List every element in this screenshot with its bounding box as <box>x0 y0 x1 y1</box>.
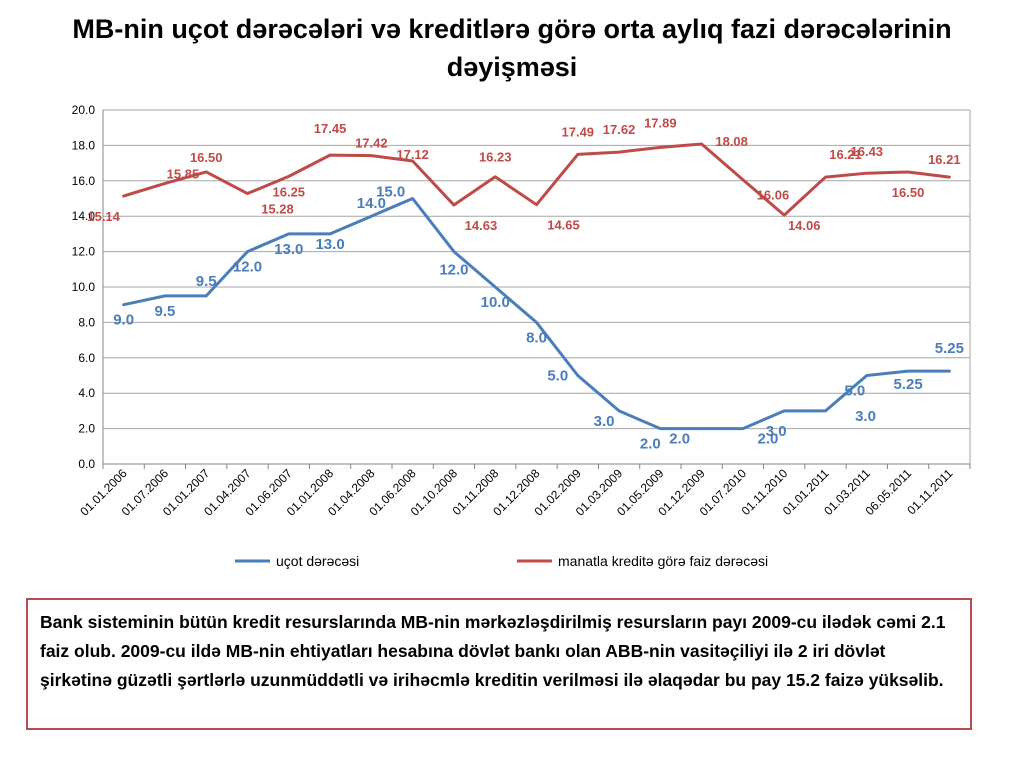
y-tick-label: 0.0 <box>78 457 95 471</box>
line-chart: 0.0 2.0 4.0 6.0 8.0 10.0 12.0 14.0 16.0 18.0 20.0 0… <box>72 103 971 569</box>
data-label: 2.0 <box>669 431 690 448</box>
data-label: 2.0 <box>757 431 778 448</box>
data-label: 9.0 <box>113 312 134 329</box>
data-label: 16.21 <box>829 147 862 162</box>
data-label: 12.0 <box>233 259 262 276</box>
y-tick-label: 16.0 <box>72 174 96 188</box>
data-label: 16.06 <box>757 188 790 203</box>
data-label: 15.85 <box>167 166 200 181</box>
data-label: 10.0 <box>481 294 510 311</box>
data-label: 17.12 <box>396 147 429 162</box>
data-label: 13.0 <box>315 236 344 253</box>
data-label: 17.42 <box>355 136 388 151</box>
data-label: 3.0 <box>594 413 615 430</box>
data-label: 15.28 <box>261 202 294 217</box>
y-tick-label: 8.0 <box>78 315 95 329</box>
data-label: 14.63 <box>465 218 498 233</box>
data-label: 9.5 <box>196 273 217 290</box>
y-tick-label: 10.0 <box>72 280 96 294</box>
info-note: Bank sisteminin bütün kredit resursların… <box>26 598 972 730</box>
data-label: 2.0 <box>640 436 661 453</box>
data-label: 15.14 <box>87 209 120 224</box>
chart-title: MB-nin uçot dərəcələri və kreditlərə gör… <box>72 14 952 82</box>
legend-label: uçot dərəcəsi <box>276 553 359 569</box>
y-tick-label: 2.0 <box>78 422 95 436</box>
data-label: 3.0 <box>766 423 787 440</box>
data-label: 13.0 <box>274 241 303 258</box>
data-label: 16.50 <box>892 185 925 200</box>
series-line-uchot <box>122 197 951 431</box>
data-label: 18.08 <box>715 134 748 149</box>
data-label: 17.49 <box>562 124 595 139</box>
data-label: 16.21 <box>928 152 961 167</box>
data-label: 14.06 <box>788 218 821 233</box>
data-label: 15.0 <box>376 184 405 201</box>
data-label: 5.25 <box>935 340 964 357</box>
data-label: 9.5 <box>154 303 175 320</box>
data-label: 16.50 <box>190 150 223 165</box>
data-label: 17.45 <box>314 121 347 136</box>
y-tick-label: 6.0 <box>78 351 95 365</box>
data-label: 5.0 <box>547 368 568 385</box>
data-label: 8.0 <box>526 329 547 346</box>
y-tick-label: 12.0 <box>72 245 96 259</box>
data-label: 16.23 <box>479 150 512 165</box>
x-tick-label: 01.11.2011 <box>904 466 955 517</box>
legend-label: manatla kreditə görə faiz dərəcəsi <box>558 553 768 569</box>
y-tick-label: 4.0 <box>78 386 95 400</box>
data-label: 3.0 <box>855 408 876 425</box>
y-tick-label: 20.0 <box>72 103 96 117</box>
data-label: 5.0 <box>844 383 865 400</box>
y-tick-label: 18.0 <box>72 138 96 152</box>
data-label: 14.0 <box>357 195 386 212</box>
data-label: 12.0 <box>439 262 468 279</box>
data-label: 17.62 <box>603 122 636 137</box>
data-label: 14.65 <box>547 218 580 233</box>
series-line-kredit <box>122 142 951 217</box>
data-label: 16.43 <box>851 144 884 159</box>
data-label: 5.25 <box>893 376 922 393</box>
y-tick-label: 14.0 <box>72 209 96 223</box>
data-label: 17.89 <box>644 115 677 130</box>
data-label: 16.25 <box>273 184 306 199</box>
